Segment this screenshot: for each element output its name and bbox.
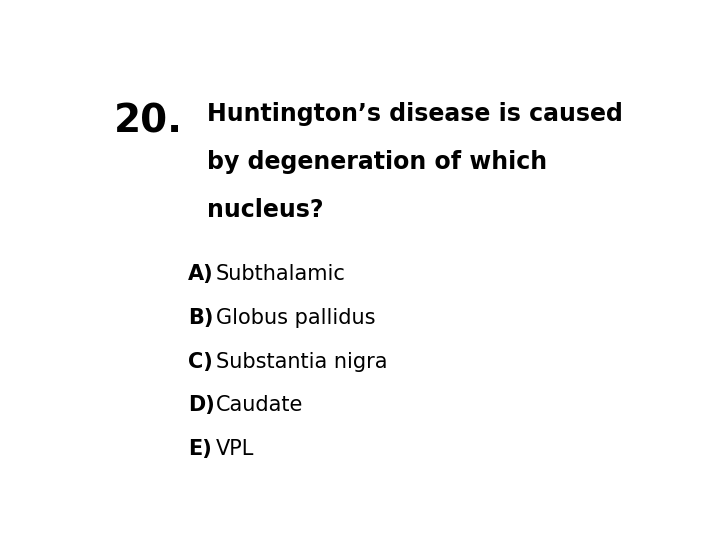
Text: A): A) (188, 265, 213, 285)
Text: Substantia nigra: Substantia nigra (215, 352, 387, 372)
Text: Subthalamic: Subthalamic (215, 265, 346, 285)
Text: D): D) (188, 395, 215, 415)
Text: B): B) (188, 308, 213, 328)
Text: Globus pallidus: Globus pallidus (215, 308, 375, 328)
Text: nucleus?: nucleus? (207, 198, 324, 222)
Text: Caudate: Caudate (215, 395, 303, 415)
Text: Huntington’s disease is caused: Huntington’s disease is caused (207, 102, 623, 126)
Text: VPL: VPL (215, 439, 254, 459)
Text: by degeneration of which: by degeneration of which (207, 150, 547, 174)
Text: 20.: 20. (114, 102, 182, 140)
Text: C): C) (188, 352, 212, 372)
Text: E): E) (188, 439, 212, 459)
